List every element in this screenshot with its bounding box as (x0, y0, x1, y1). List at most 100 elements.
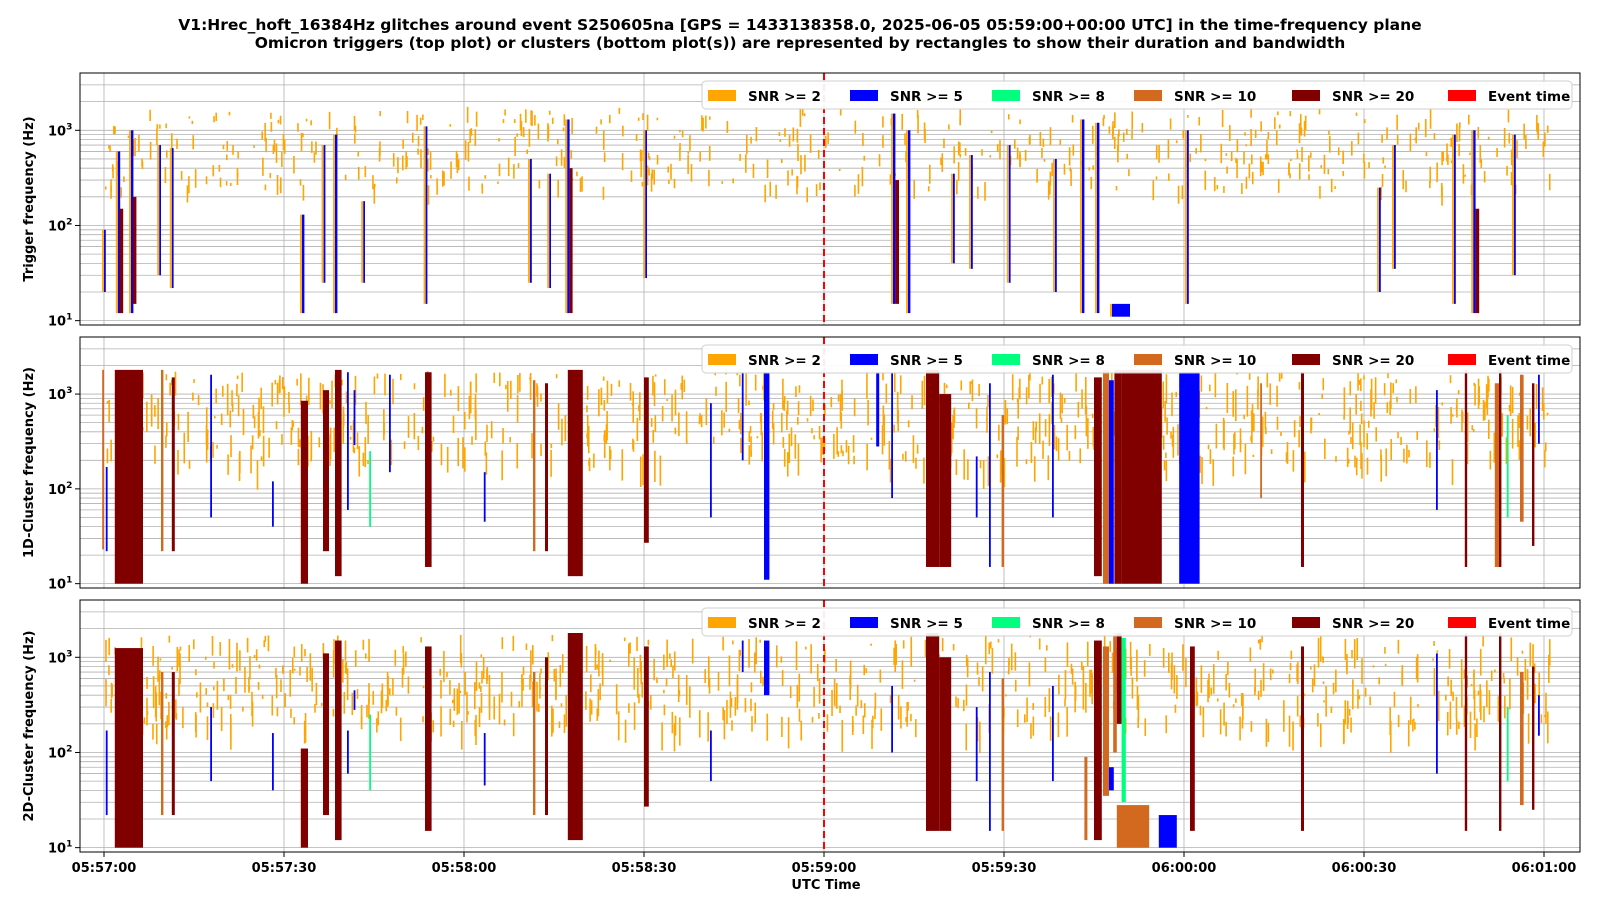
trigger-rect-snr2 (889, 458, 892, 483)
trigger-rect-snr2 (965, 684, 968, 706)
trigger-rect-snr2 (1239, 716, 1241, 741)
trigger-rect-snr2 (401, 155, 404, 171)
trigger-rect-snr2 (195, 669, 197, 676)
trigger-rect-snr2 (397, 157, 399, 174)
trigger-rect-snr2 (1455, 696, 1458, 720)
trigger-rect-snr2 (1234, 432, 1236, 450)
trigger-rect-snr2 (674, 427, 677, 435)
trigger-rect-snr2 (1328, 130, 1330, 135)
rect-snr5 (117, 151, 121, 314)
trigger-rect-snr2 (1082, 665, 1085, 682)
trigger-rect-snr2 (108, 145, 110, 149)
rect-snr20 (545, 383, 548, 552)
trigger-rect-snr2 (1250, 154, 1253, 165)
rect-snr10 (1116, 805, 1150, 848)
trigger-rect-snr2 (526, 149, 528, 154)
trigger-rect-snr2 (1049, 181, 1051, 195)
trigger-rect-snr2 (671, 394, 673, 422)
trigger-rect-snr2 (154, 445, 156, 464)
rect-snr20 (1475, 208, 1480, 314)
trigger-rect-snr2 (1239, 439, 1242, 445)
trigger-rect-snr2 (1532, 644, 1534, 673)
y-tick-label: 102 (48, 481, 72, 498)
trigger-rect-snr2 (1359, 424, 1361, 446)
trigger-rect-snr2 (1322, 681, 1325, 685)
trigger-rect-snr2 (1363, 375, 1365, 380)
trigger-rect-snr2 (970, 381, 972, 385)
trigger-rect-snr2 (1347, 458, 1350, 464)
trigger-rect-snr2 (372, 175, 374, 190)
trigger-rect-snr2 (571, 117, 573, 134)
trigger-rect-snr2 (1171, 435, 1174, 447)
trigger-rect-snr2 (1373, 402, 1375, 419)
trigger-rect-snr2 (159, 124, 161, 129)
trigger-rect-snr2 (143, 717, 146, 724)
trigger-rect-snr2 (212, 441, 214, 458)
rect-snr10 (1001, 415, 1004, 567)
trigger-rect-snr2 (427, 185, 430, 205)
trigger-rect-snr2 (407, 416, 410, 438)
trigger-rect-snr2 (984, 634, 987, 665)
trigger-rect-snr2 (464, 140, 467, 160)
trigger-rect-snr2 (750, 436, 752, 454)
trigger-rect-snr2 (1386, 127, 1388, 140)
trigger-rect-snr2 (840, 445, 843, 454)
trigger-rect-snr2 (901, 660, 904, 689)
legend-label: SNR >= 20 (1332, 616, 1414, 632)
trigger-rect-snr2 (315, 682, 318, 706)
trigger-rect-snr2 (748, 431, 751, 442)
trigger-rect-snr2 (539, 687, 542, 690)
trigger-rect-snr2 (1301, 146, 1303, 162)
trigger-rect-snr2 (1209, 449, 1212, 464)
trigger-rect-snr2 (646, 165, 649, 186)
rect-snr5 (159, 145, 161, 276)
trigger-rect-snr2 (1141, 123, 1144, 133)
trigger-rect-snr2 (818, 678, 821, 704)
trigger-rect-snr2 (750, 136, 752, 144)
rect-snr5 (1052, 685, 1054, 782)
trigger-rect-snr2 (1389, 720, 1392, 753)
trigger-rect-snr2 (353, 115, 356, 131)
trigger-rect-snr2 (1369, 696, 1371, 706)
trigger-rect-snr2 (1131, 111, 1134, 130)
trigger-rect-snr2 (1182, 130, 1185, 139)
y-tick-label: 101 (48, 840, 72, 857)
trigger-rect-snr2 (856, 684, 859, 707)
trigger-rect-snr2 (368, 638, 370, 662)
trigger-rect-snr2 (996, 454, 999, 459)
trigger-rect-snr2 (714, 371, 716, 376)
trigger-rect-snr2 (863, 664, 866, 676)
trigger-rect-snr2 (405, 651, 407, 667)
trigger-rect-snr2 (734, 697, 737, 716)
trigger-rect-snr2 (265, 137, 267, 153)
trigger-rect-snr2 (236, 167, 239, 185)
trigger-rect-snr2 (642, 454, 644, 486)
trigger-rect-snr2 (1409, 388, 1412, 405)
trigger-rect-snr2 (609, 446, 611, 471)
trigger-rect-snr2 (516, 443, 519, 469)
trigger-rect-snr2 (609, 449, 612, 460)
trigger-rect-snr2 (279, 186, 282, 191)
trigger-rect-snr2 (1257, 639, 1260, 644)
trigger-rect-snr2 (1163, 460, 1166, 471)
trigger-rect-snr2 (505, 384, 507, 390)
trigger-rect-snr2 (466, 106, 469, 123)
trigger-rect-snr2 (1518, 440, 1521, 460)
trigger-rect-snr2 (1057, 438, 1060, 461)
trigger-rect-snr2 (1276, 385, 1278, 407)
trigger-rect-snr2 (1136, 686, 1139, 710)
rect-snr5 (549, 173, 551, 289)
trigger-rect-snr2 (595, 126, 598, 134)
trigger-rect-snr2 (1057, 712, 1060, 738)
trigger-rect-snr2 (570, 150, 572, 159)
trigger-rect-snr2 (1374, 377, 1377, 404)
trigger-rect-snr2 (838, 169, 841, 172)
trigger-rect-snr2 (728, 655, 731, 687)
trigger-rect-snr2 (114, 126, 116, 134)
trigger-rect-snr2 (874, 706, 876, 720)
trigger-rect-snr2 (236, 383, 238, 397)
trigger-rect-snr2 (849, 660, 852, 689)
trigger-rect-snr2 (813, 435, 815, 440)
trigger-rect-snr2 (246, 637, 249, 653)
trigger-rect-snr2 (1505, 437, 1508, 464)
